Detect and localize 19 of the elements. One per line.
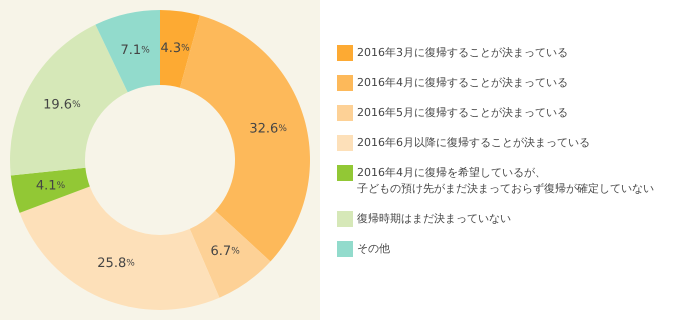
legend-label: 2016年4月に復帰を希望しているが、子どもの預け先がまだ決まっておらず復帰が確定していない [357, 165, 654, 197]
data-label: 25.8% [97, 256, 136, 272]
data-label: 19.6% [43, 97, 82, 112]
legend-label: 復帰時期はまだ決まっていない [357, 211, 511, 227]
data-label: 7.1% [120, 42, 150, 58]
legend-label: 2016年6月以降に復帰することが決まっている [357, 135, 590, 151]
donut-slice [10, 168, 90, 213]
data-label: 32.6% [249, 122, 288, 137]
legend-label: 2016年3月に復帰することが決まっている [357, 45, 568, 61]
donut-slice [95, 10, 160, 92]
data-label: 4.1% [36, 178, 66, 194]
donut-slice [190, 210, 270, 298]
legend-label: その他 [357, 241, 390, 257]
data-label: 6.7% [210, 244, 240, 260]
legend-label: 2016年5月に復帰することが決まっている [357, 105, 568, 121]
legend-label: 2016年4月に復帰することが決まっている [357, 75, 568, 91]
donut-slice [160, 10, 200, 88]
donut-slice [180, 15, 310, 262]
data-label: 4.3% [160, 41, 190, 56]
